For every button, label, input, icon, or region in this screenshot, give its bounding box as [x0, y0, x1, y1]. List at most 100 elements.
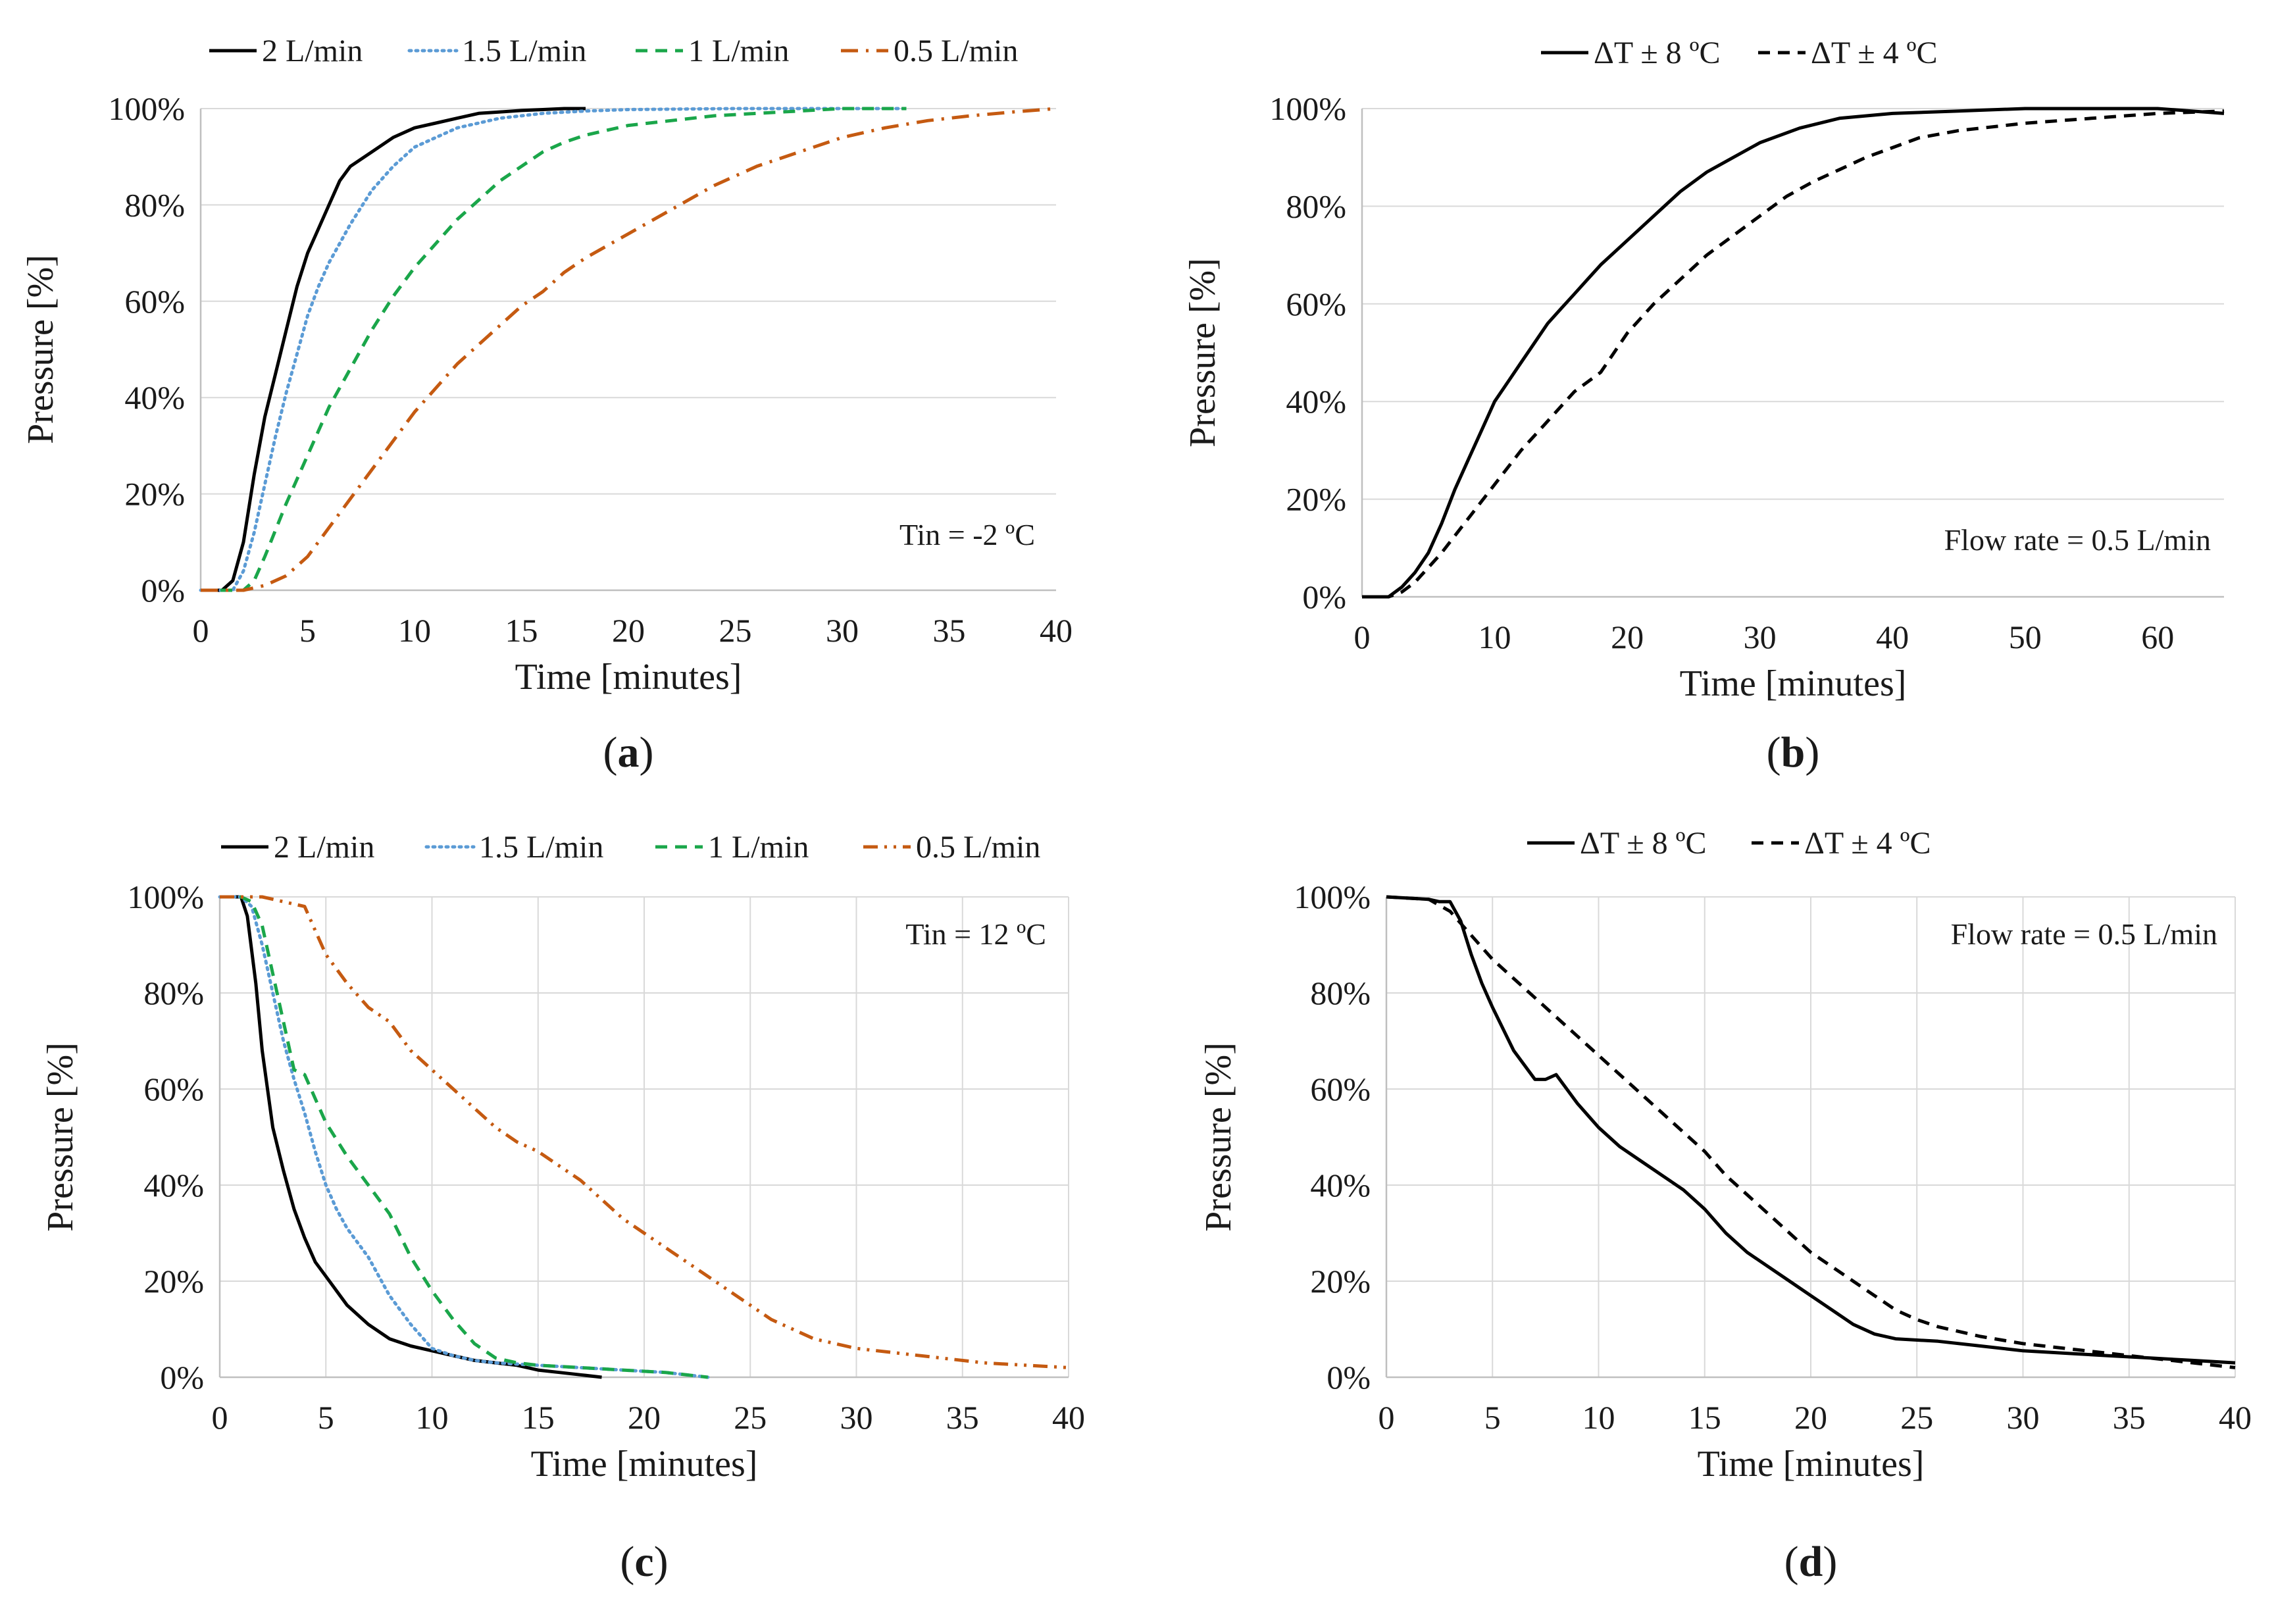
x-tick-label: 0 — [193, 612, 209, 649]
x-tick-label: 20 — [612, 612, 645, 649]
legend-label-2: ΔT ± 4 ºC — [1804, 826, 1931, 861]
y-tick-label: 80% — [124, 186, 185, 223]
series-line-2 — [1362, 109, 2225, 599]
series-line-2 — [199, 107, 908, 592]
series-line-1 — [220, 895, 602, 1379]
y-axis-title: Pressure [%] — [1182, 258, 1223, 447]
y-tick-label: 80% — [1286, 188, 1346, 224]
panel-caption: (c) — [620, 1538, 668, 1586]
legend-label-1: 2 L/min — [274, 830, 374, 865]
x-tick-label: 60 — [2141, 619, 2174, 655]
y-tick-label: 40% — [143, 1167, 204, 1204]
chart-panel-b: 0% 20% 40% 60% 80% 100% 0 10 20 30 40 50 60 Time [min… — [1182, 36, 2225, 776]
y-tick-label: 60% — [1286, 286, 1346, 322]
chart-panel-c: 0% 20% 40% 60% 80% 100% 0 5 10 15 20 25 30 35 40 Time [… — [40, 830, 1085, 1586]
x-tick-label: 5 — [299, 612, 316, 649]
x-tick-label: 40 — [2219, 1399, 2252, 1436]
series-line-3 — [201, 107, 907, 592]
x-tick-label: 0 — [1378, 1399, 1395, 1436]
x-tick-label: 30 — [2007, 1399, 2040, 1436]
panel-caption: (a) — [603, 728, 654, 776]
x-tick-label: 30 — [840, 1399, 873, 1436]
chart-annotation: Flow rate = 0.5 L/min — [1951, 917, 2217, 951]
x-tick-label: 35 — [946, 1399, 979, 1436]
y-tick-label: 0% — [160, 1359, 204, 1396]
x-tick-label: 15 — [505, 612, 538, 649]
x-tick-label: 10 — [416, 1399, 449, 1436]
x-tick-label: 30 — [1744, 619, 1777, 655]
x-tick-label: 20 — [1611, 619, 1644, 655]
legend-label-2: 1.5 L/min — [462, 34, 586, 68]
y-tick-label: 80% — [143, 975, 204, 1011]
series-line-1 — [1386, 895, 2236, 1365]
y-axis-title: Pressure [%] — [40, 1042, 81, 1232]
series-line-4 — [220, 895, 1069, 1369]
x-tick-label: 10 — [398, 612, 431, 649]
x-tick-label: 30 — [826, 612, 859, 649]
x-tick-label: 20 — [1794, 1399, 1827, 1436]
y-tick-label: 100% — [108, 90, 185, 127]
y-tick-label: 100% — [127, 878, 204, 915]
x-tick-label: 25 — [734, 1399, 767, 1436]
x-tick-label: 15 — [1688, 1399, 1721, 1436]
chart-annotation: Tin = -2 ºC — [899, 518, 1035, 551]
legend-label-4: 0.5 L/min — [916, 830, 1040, 865]
x-tick-label: 25 — [1900, 1399, 1933, 1436]
y-tick-label: 100% — [1269, 90, 1346, 127]
y-tick-label: 60% — [124, 283, 185, 320]
series-line-1 — [1362, 107, 2225, 599]
legend-label-1: 2 L/min — [262, 34, 363, 68]
y-axis-title: Pressure [%] — [1198, 1042, 1239, 1232]
y-tick-label: 60% — [1310, 1071, 1371, 1107]
y-tick-label: 20% — [1310, 1263, 1371, 1300]
legend-label-2: 1.5 L/min — [479, 830, 603, 865]
series-line-3 — [220, 895, 709, 1379]
x-tick-label: 40 — [1876, 619, 1909, 655]
x-tick-label: 20 — [628, 1399, 661, 1436]
x-tick-label: 10 — [1582, 1399, 1615, 1436]
y-tick-label: 40% — [1286, 383, 1346, 420]
panel-caption: (d) — [1784, 1538, 1838, 1586]
x-axis-title: Time [minutes] — [515, 657, 742, 698]
x-tick-label: 35 — [2113, 1399, 2146, 1436]
legend-label-1: ΔT ± 8 ºC — [1580, 826, 1707, 861]
chart-panel-d: 0% 20% 40% 60% 80% 100% 0 5 10 15 20 25 30 35 40 Time [… — [1198, 826, 2252, 1586]
x-tick-label: 50 — [2009, 619, 2042, 655]
x-tick-label: 15 — [522, 1399, 555, 1436]
x-tick-label: 0 — [212, 1399, 228, 1436]
y-tick-label: 0% — [1302, 578, 1346, 615]
series-line-2 — [1386, 895, 2236, 1369]
x-tick-label: 5 — [318, 1399, 334, 1436]
x-tick-label: 40 — [1052, 1399, 1085, 1436]
y-tick-label: 40% — [1310, 1167, 1371, 1204]
legend-label-4: 0.5 L/min — [894, 34, 1018, 68]
y-tick-label: 20% — [124, 476, 185, 513]
x-tick-label: 5 — [1484, 1399, 1501, 1436]
chart-panel-a: 0% 20% 40% 60% 80% 100% 0 5 10 15 20 25 30 35 40 Time [… — [20, 34, 1073, 776]
legend-label-3: 1 L/min — [688, 34, 789, 68]
legend-label-2: ΔT ± 4 ºC — [1811, 36, 1938, 70]
x-tick-label: 35 — [933, 612, 966, 649]
x-tick-label: 25 — [719, 612, 752, 649]
y-tick-label: 100% — [1294, 878, 1371, 915]
x-tick-label: 10 — [1478, 619, 1511, 655]
x-tick-label: 40 — [1040, 612, 1073, 649]
y-tick-label: 60% — [143, 1071, 204, 1107]
x-axis-title: Time [minutes] — [1680, 663, 1907, 704]
series-line-1 — [201, 107, 586, 592]
y-tick-label: 80% — [1310, 975, 1371, 1011]
x-axis-title: Time [minutes] — [1698, 1444, 1925, 1484]
y-axis-title: Pressure [%] — [20, 255, 61, 444]
chart-annotation: Flow rate = 0.5 L/min — [1944, 523, 2211, 557]
x-tick-label: 0 — [1354, 619, 1371, 655]
series-line-4 — [201, 107, 1057, 592]
legend-label-1: ΔT ± 8 ºC — [1594, 36, 1721, 70]
y-tick-label: 20% — [143, 1263, 204, 1300]
panel-caption: (b) — [1767, 728, 1820, 776]
y-tick-label: 40% — [124, 379, 185, 416]
y-tick-label: 0% — [1326, 1359, 1371, 1396]
y-tick-label: 20% — [1286, 481, 1346, 518]
y-tick-label: 0% — [141, 572, 185, 609]
chart-annotation: Tin = 12 ºC — [905, 917, 1046, 951]
